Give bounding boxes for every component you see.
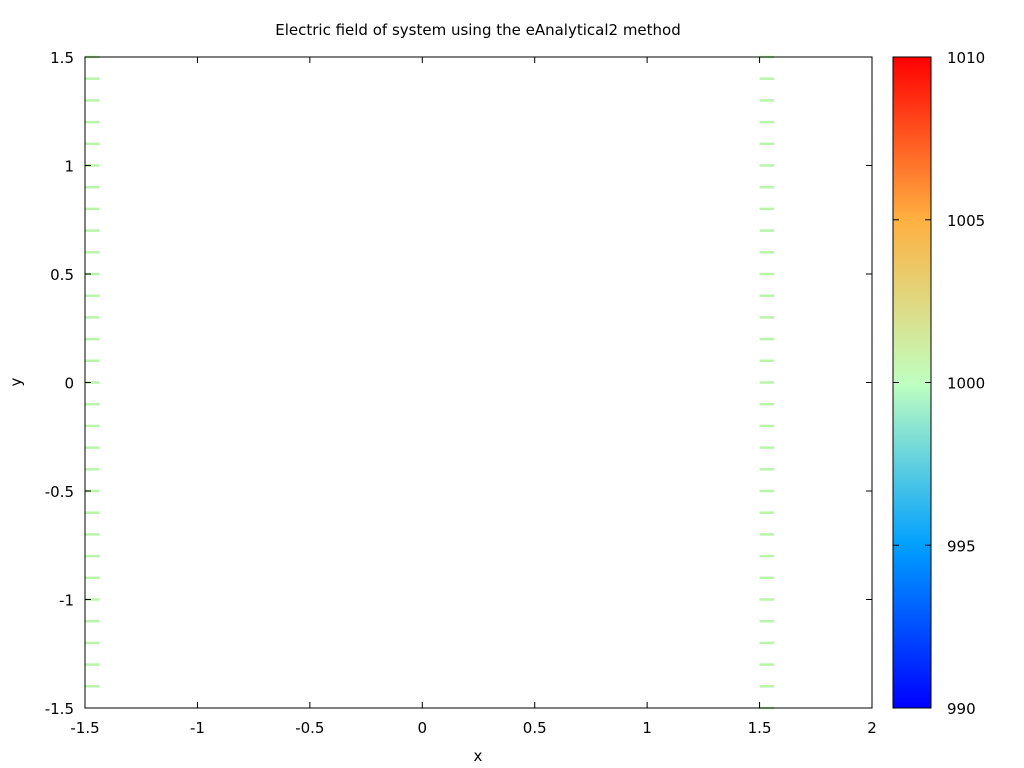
x-tick-label: -1.5 — [70, 719, 99, 737]
x-axis-ticks: -1.5 -1 -0.5 0 0.5 1 1.5 2 — [70, 57, 877, 737]
colorbar-tick-label: 1010 — [947, 49, 985, 67]
y-tick-label: 1 — [64, 158, 74, 176]
y-tick-label: -1.5 — [45, 700, 74, 718]
y-tick-label: 0.5 — [50, 266, 74, 284]
y-axis-ticks: -1.5 -1 -0.5 0 0.5 1 1.5 — [45, 49, 872, 718]
colorbar-tick-label: 995 — [947, 537, 976, 555]
x-tick-label: -1 — [190, 719, 205, 737]
y-tick-label: 0 — [64, 375, 74, 393]
x-tick-label: 1 — [642, 719, 652, 737]
x-tick-label: 0.5 — [523, 719, 547, 737]
colorbar-tick-label: 1000 — [947, 375, 985, 393]
x-tick-label: 2 — [867, 719, 877, 737]
x-tick-label: 1.5 — [748, 719, 772, 737]
y-axis-label: y — [7, 377, 25, 386]
colorbar-tick-label: 1005 — [947, 212, 985, 230]
x-tick-label: -0.5 — [295, 719, 324, 737]
vector-field — [85, 55, 775, 710]
plot-frame — [84, 56, 873, 709]
x-axis-label: x — [474, 747, 483, 765]
y-tick-label: -1 — [59, 592, 74, 610]
y-tick-label: 1.5 — [50, 49, 74, 67]
x-tick-label: 0 — [418, 719, 428, 737]
colorbar — [892, 56, 932, 709]
colorbar-tick-label: 990 — [947, 700, 976, 718]
chart-title: Electric field of system using the eAnal… — [275, 21, 681, 39]
y-tick-label: -0.5 — [45, 483, 74, 501]
colorbar-ticks: 990 995 1000 1005 1010 — [893, 49, 985, 718]
